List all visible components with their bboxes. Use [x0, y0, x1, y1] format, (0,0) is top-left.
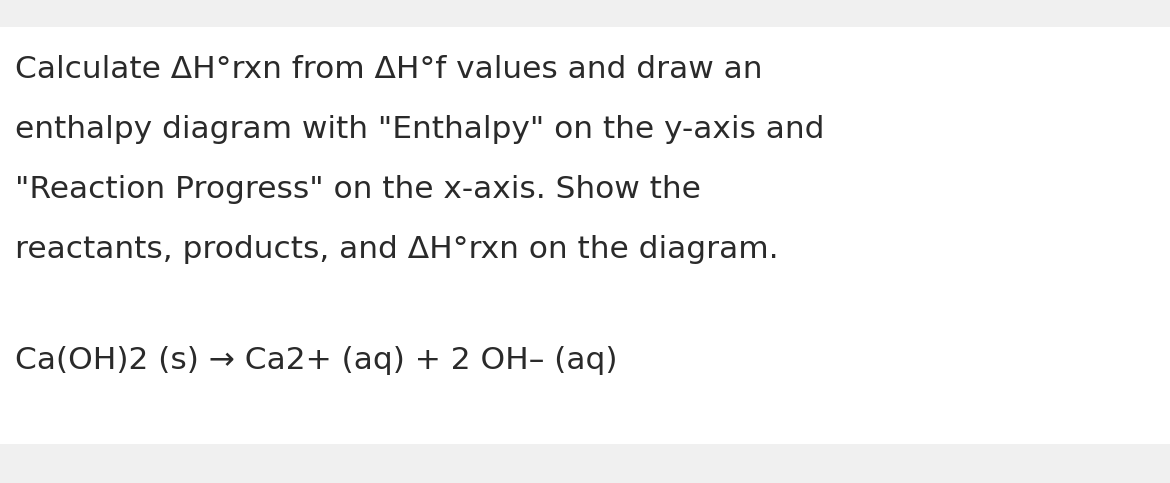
Text: "Reaction Progress" on the x-axis. Show the: "Reaction Progress" on the x-axis. Show …	[15, 174, 701, 203]
Text: Ca(OH)2 (s) → Ca2+ (aq) + 2 OH– (aq): Ca(OH)2 (s) → Ca2+ (aq) + 2 OH– (aq)	[15, 345, 618, 374]
Text: Calculate ΔH°rxn from ΔH°f values and draw an: Calculate ΔH°rxn from ΔH°f values and dr…	[15, 55, 763, 84]
Bar	[0, 27, 1170, 444]
Text: enthalpy diagram with "Enthalpy" on the y-axis and: enthalpy diagram with "Enthalpy" on the …	[15, 114, 825, 143]
Text: reactants, products, and ΔH°rxn on the diagram.: reactants, products, and ΔH°rxn on the d…	[15, 235, 778, 264]
